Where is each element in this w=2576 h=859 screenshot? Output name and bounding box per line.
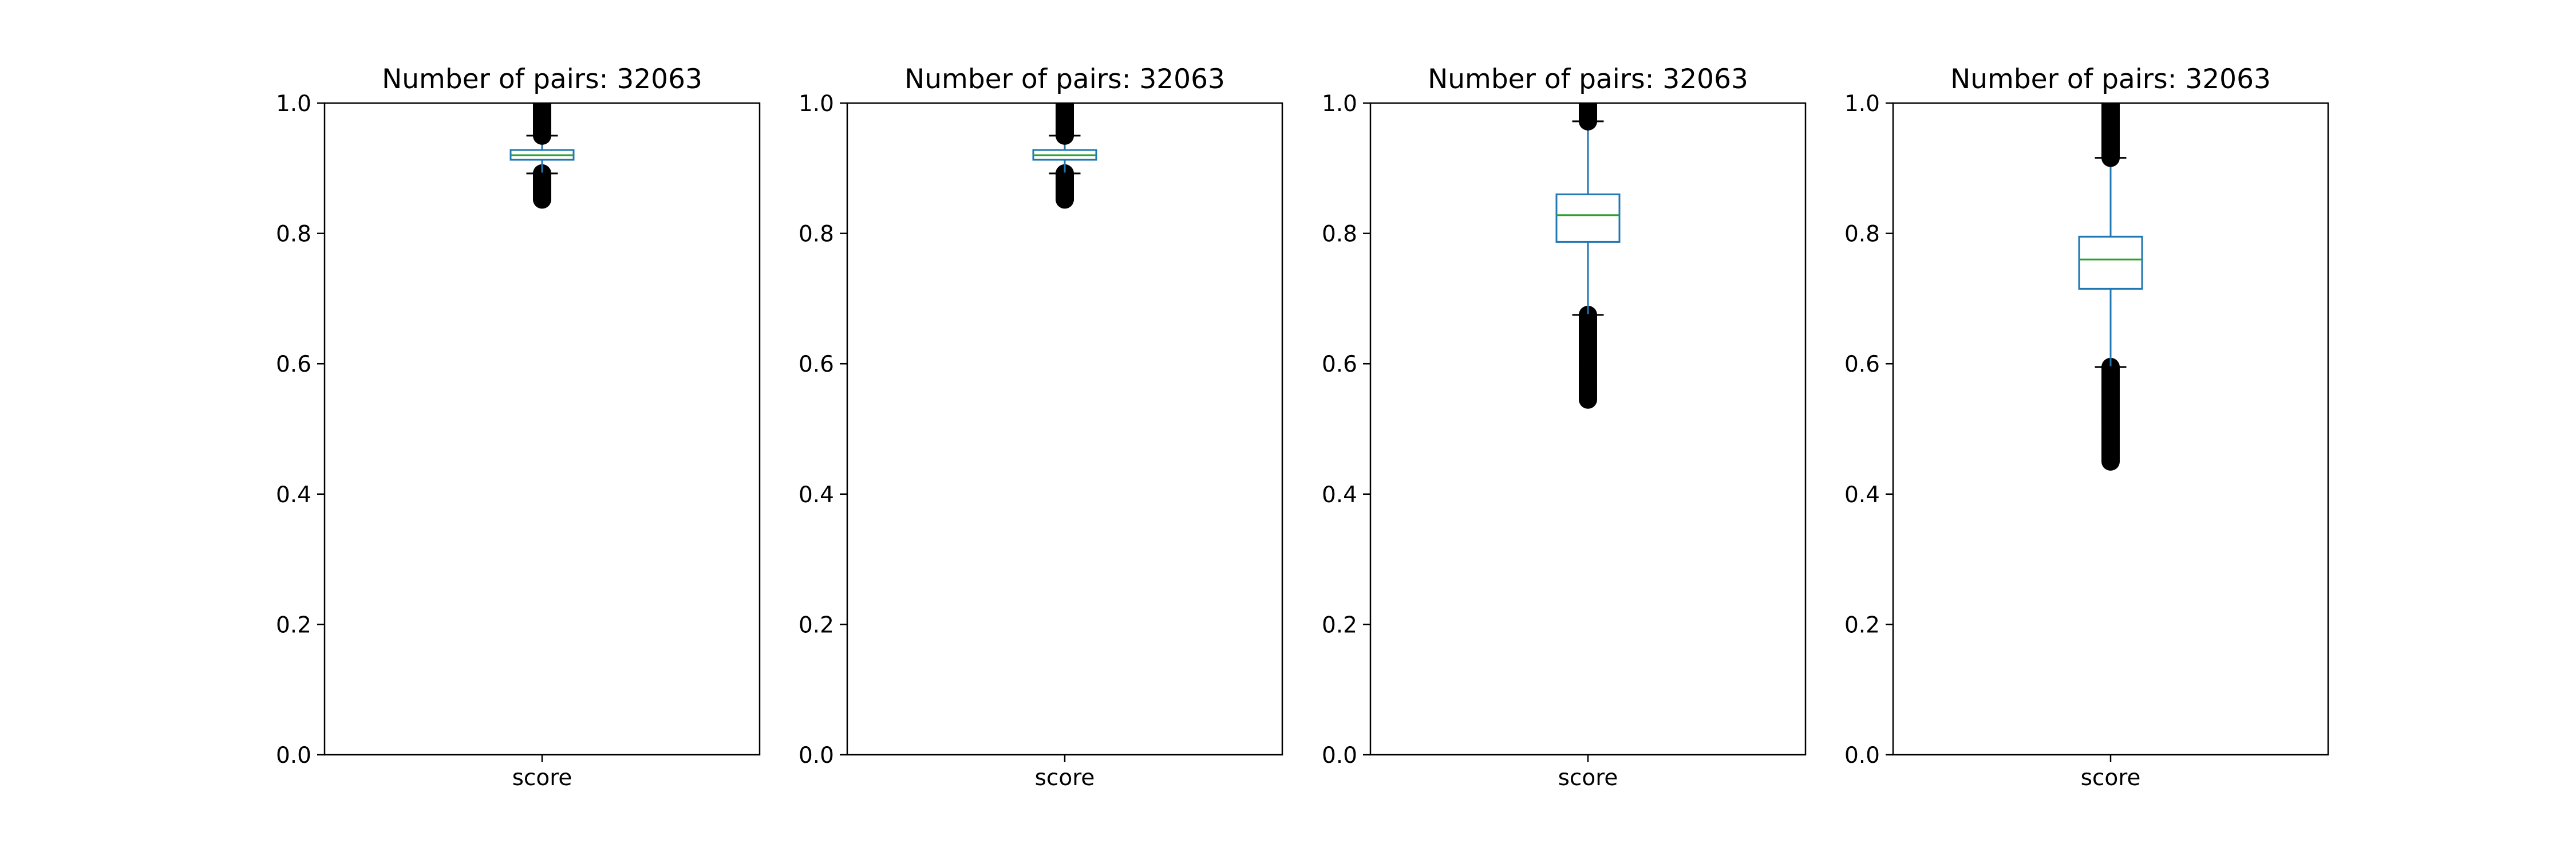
- y-tick-label: 0.6: [799, 352, 834, 377]
- y-tick-label: 0.6: [276, 352, 311, 377]
- y-tick-label: 0.8: [1322, 222, 1357, 247]
- y-tick-label: 0.2: [1844, 612, 1880, 638]
- subplot-4: 0.0 0.2 0.4 0.6 0.8 1.0 score Number of pairs: …: [1844, 64, 2329, 791]
- chart-title: Number of pairs: 32063: [1950, 64, 2271, 95]
- x-tick-label: score: [2081, 765, 2141, 791]
- title-backdrop: [1370, 80, 1805, 103]
- y-tick-label: 0.0: [1322, 743, 1357, 769]
- y-tick-label: 0.6: [1844, 352, 1880, 377]
- y-tick-label: 1.0: [799, 91, 834, 117]
- axes-frame: [323, 102, 761, 756]
- y-tick-label: 0.2: [799, 612, 834, 638]
- y-tick-label: 0.8: [799, 222, 834, 247]
- y-tick-label: 0.8: [276, 222, 311, 247]
- y-tick-label: 1.0: [1322, 91, 1357, 117]
- y-tick-label: 0.0: [276, 743, 311, 769]
- title-backdrop: [847, 80, 1282, 103]
- axes-frame: [1369, 102, 1807, 756]
- y-tick-label: 1.0: [1844, 91, 1880, 117]
- subplot-1: 0.0 0.2 0.4 0.6 0.8 1.0 score Number of pairs: …: [276, 64, 761, 791]
- x-tick-label: score: [1558, 765, 1618, 791]
- y-tick-label: 0.2: [1322, 612, 1357, 638]
- title-backdrop: [325, 80, 760, 103]
- y-tick-label: 0.4: [1322, 482, 1357, 508]
- axes-frame: [846, 102, 1283, 756]
- axes-frame: [1892, 102, 2329, 756]
- subplot-2: 0.0 0.2 0.4 0.6 0.8 1.0 score Number of pairs: …: [799, 64, 1283, 791]
- y-tick-label: 0.4: [276, 482, 311, 508]
- y-tick-label: 0.4: [799, 482, 834, 508]
- y-tick-label: 0.0: [1844, 743, 1880, 769]
- chart-title: Number of pairs: 32063: [1428, 64, 1748, 95]
- y-tick-label: 0.2: [276, 612, 311, 638]
- y-tick-label: 0.8: [1844, 222, 1880, 247]
- chart-title: Number of pairs: 32063: [382, 64, 702, 95]
- y-tick-label: 0.4: [1844, 482, 1880, 508]
- title-backdrop: [1893, 80, 2328, 103]
- x-tick-label: score: [512, 765, 572, 791]
- y-tick-label: 0.0: [799, 743, 834, 769]
- iqr-box: [2078, 235, 2143, 290]
- y-tick-label: 1.0: [276, 91, 311, 117]
- iqr-box: [1555, 193, 1621, 243]
- y-tick-label: 0.6: [1322, 352, 1357, 377]
- x-tick-label: score: [1035, 765, 1095, 791]
- chart-title: Number of pairs: 32063: [904, 64, 1225, 95]
- subplot-3: 0.0 0.2 0.4 0.6 0.8 1.0 score Number of pairs: …: [1322, 64, 1807, 791]
